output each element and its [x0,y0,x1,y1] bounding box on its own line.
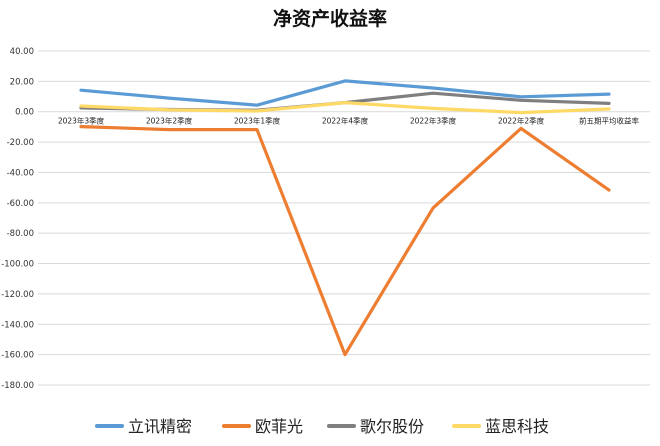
x-tick-label: 2023年1季度 [234,116,281,126]
series-lines [79,79,611,357]
x-tick-label: 2023年3季度 [58,116,105,126]
legend-label-1: 欧菲光 [255,417,303,436]
y-tick-label: -80.00 [7,229,34,239]
legend-label-2: 歌尔股份 [360,417,424,436]
gridlines [38,50,650,386]
y-axis: 40.00 20.00 0.00 -20.00 -40.00 -60.00 -80.00 -1… [1,47,34,391]
x-tick-label: 2022年3季度 [410,116,457,126]
y-tick-label: 0.00 [15,108,34,118]
y-tick-label: -60.00 [7,199,34,209]
x-tick-label: 2022年4季度 [322,116,369,126]
x-tick-label: 2023年2季度 [146,116,193,126]
legend-label-0: 立讯精密 [128,417,192,436]
y-tick-label: -120.00 [1,290,34,300]
chart-title: 净资产收益率 [273,7,387,30]
series-line-0 [79,79,611,107]
series-line-1 [79,124,611,357]
legend: 立讯精密 欧菲光 歌尔股份 蓝思科技 [95,417,549,436]
y-tick-label: -40.00 [7,168,34,178]
series-line-3 [79,100,611,115]
y-tick-label: -140.00 [1,320,34,330]
y-tick-label: -100.00 [1,260,34,270]
x-tick-label: 前五期平均收益率 [579,116,639,126]
x-tick-label: 2022年2季度 [498,116,545,126]
y-tick-label: 20.00 [10,77,34,87]
y-tick-label: -160.00 [1,351,34,361]
y-tick-label: 40.00 [10,47,34,57]
legend-label-3: 蓝思科技 [485,417,549,436]
y-tick-label: -180.00 [1,381,34,391]
y-tick-label: -20.00 [7,138,34,148]
x-axis: 2023年3季度 2023年2季度 2023年1季度 2022年4季度 2022年3季度… [58,116,640,126]
